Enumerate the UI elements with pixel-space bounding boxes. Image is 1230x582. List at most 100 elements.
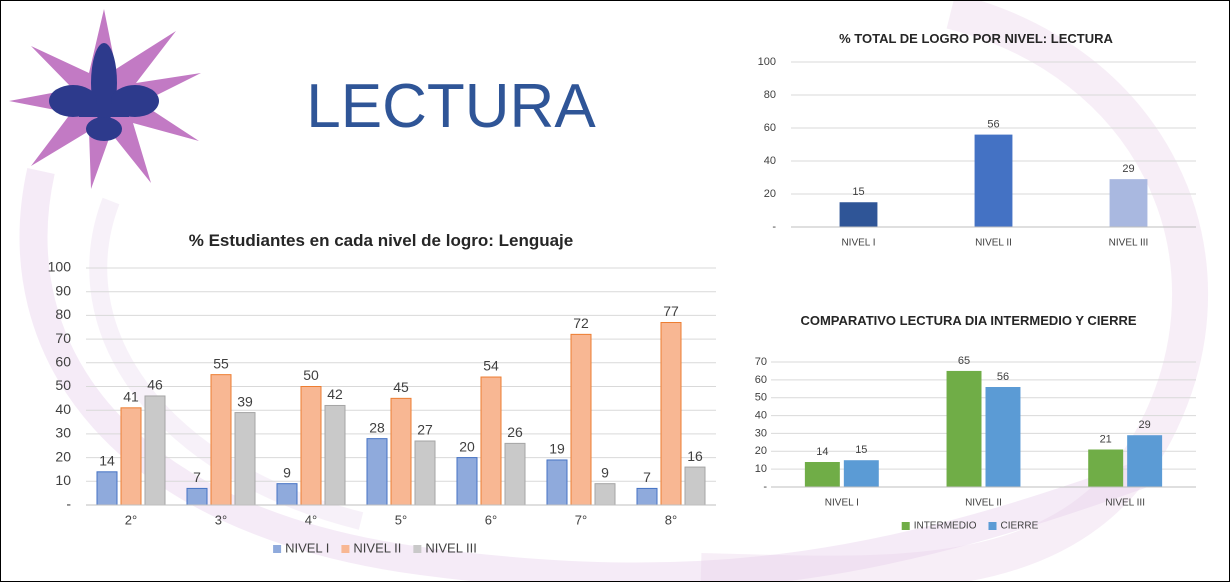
data-label: 46: [147, 377, 163, 393]
bar: [840, 202, 878, 227]
y-tick-label: 80: [764, 89, 776, 101]
data-label: 26: [507, 424, 523, 440]
bar: [637, 488, 657, 505]
y-tick-label: -: [772, 221, 776, 233]
x-tick-label: NIVEL I: [825, 498, 859, 509]
data-label: 20: [459, 438, 475, 454]
bar: [277, 484, 297, 505]
bar: [1088, 450, 1123, 488]
bar: [97, 472, 117, 505]
x-tick-label: NIVEL III: [1105, 498, 1145, 509]
y-tick-label: 60: [764, 122, 776, 134]
y-tick-label: 90: [55, 282, 71, 298]
y-tick-label: -: [763, 481, 767, 493]
data-label: 15: [852, 186, 864, 198]
y-tick-label: 40: [764, 155, 776, 167]
bar: [457, 458, 477, 505]
bar: [505, 443, 525, 505]
legend-swatch: [988, 522, 996, 530]
legend-label: NIVEL III: [425, 540, 477, 555]
logo: [9, 9, 201, 189]
y-tick-label: 10: [755, 463, 767, 475]
data-label: 15: [855, 444, 867, 456]
bar: [685, 467, 705, 505]
y-tick-label: 20: [764, 188, 776, 200]
bar: [1127, 435, 1162, 487]
bar: [661, 323, 681, 505]
data-label: 19: [549, 441, 565, 457]
data-label: 28: [369, 419, 385, 435]
data-label: 14: [99, 453, 115, 469]
y-tick-label: 60: [755, 374, 767, 386]
data-label: 77: [663, 303, 679, 319]
x-tick-label: 6°: [485, 512, 497, 527]
y-tick-label: 30: [55, 425, 71, 441]
slide-title: LECTURA: [261, 71, 641, 142]
data-label: 42: [327, 386, 343, 402]
data-label: 41: [123, 389, 139, 405]
x-tick-label: 2°: [125, 512, 137, 527]
bar: [947, 371, 982, 487]
legend-label: INTERMEDIO: [914, 521, 977, 532]
y-tick-label: -: [66, 496, 71, 512]
data-label: 9: [283, 464, 291, 480]
y-tick-label: 10: [55, 472, 71, 488]
y-tick-label: 50: [55, 377, 71, 393]
data-label: 55: [213, 355, 229, 371]
y-tick-label: 40: [55, 401, 71, 417]
y-tick-label: 80: [55, 306, 71, 322]
bar: [367, 439, 387, 505]
data-label: 14: [816, 446, 828, 458]
data-label: 29: [1122, 163, 1134, 175]
bar: [391, 398, 411, 505]
data-label: 16: [687, 448, 703, 464]
bar: [235, 413, 255, 505]
bar: [571, 334, 591, 505]
data-label: 9: [601, 464, 609, 480]
y-tick-label: 100: [48, 259, 72, 275]
y-tick-label: 70: [55, 330, 71, 346]
data-label: 21: [1100, 433, 1112, 445]
data-label: 50: [303, 367, 319, 383]
x-tick-label: NIVEL II: [965, 498, 1002, 509]
legend-swatch: [341, 545, 349, 553]
bar: [415, 441, 435, 505]
legend-swatch: [902, 522, 910, 530]
bar: [121, 408, 141, 505]
x-tick-label: 4°: [305, 512, 317, 527]
data-label: 72: [573, 315, 589, 331]
legend-swatch: [413, 545, 421, 553]
y-tick-label: 70: [755, 356, 767, 368]
y-tick-label: 20: [55, 448, 71, 464]
chart-title: % Estudiantes en cada nivel de logro: Le…: [121, 231, 641, 251]
x-tick-label: NIVEL II: [975, 238, 1012, 249]
bar: [547, 460, 567, 505]
slide: - 10 20 30 40 50 60 70 80 90 100 2° 14 41 46 3° 7 55 39 4° 9…: [0, 0, 1230, 582]
legend-swatch: [273, 545, 281, 553]
data-label: 7: [193, 469, 201, 485]
x-tick-label: 5°: [395, 512, 407, 527]
bar: [844, 460, 879, 487]
chart-title: COMPARATIVO LECTURA DIA INTERMEDIO Y CIE…: [786, 312, 1151, 330]
data-label: 39: [237, 393, 253, 409]
data-label: 56: [997, 371, 1009, 383]
x-tick-label: 3°: [215, 512, 227, 527]
bar: [975, 135, 1013, 227]
bar: [325, 405, 345, 505]
legend-label: CIERRE: [1000, 521, 1038, 532]
legend-label: NIVEL I: [285, 540, 329, 555]
bar: [301, 387, 321, 506]
data-label: 56: [987, 119, 999, 131]
bar: [1110, 179, 1148, 227]
y-tick-label: 40: [755, 409, 767, 421]
bar: [211, 375, 231, 505]
x-tick-label: NIVEL III: [1109, 238, 1149, 249]
y-tick-label: 60: [55, 354, 71, 370]
bar: [805, 462, 840, 487]
y-tick-label: 50: [755, 392, 767, 404]
x-tick-label: NIVEL I: [841, 238, 875, 249]
data-label: 27: [417, 422, 433, 438]
data-label: 45: [393, 379, 409, 395]
y-tick-label: 30: [755, 427, 767, 439]
bar: [187, 488, 207, 505]
